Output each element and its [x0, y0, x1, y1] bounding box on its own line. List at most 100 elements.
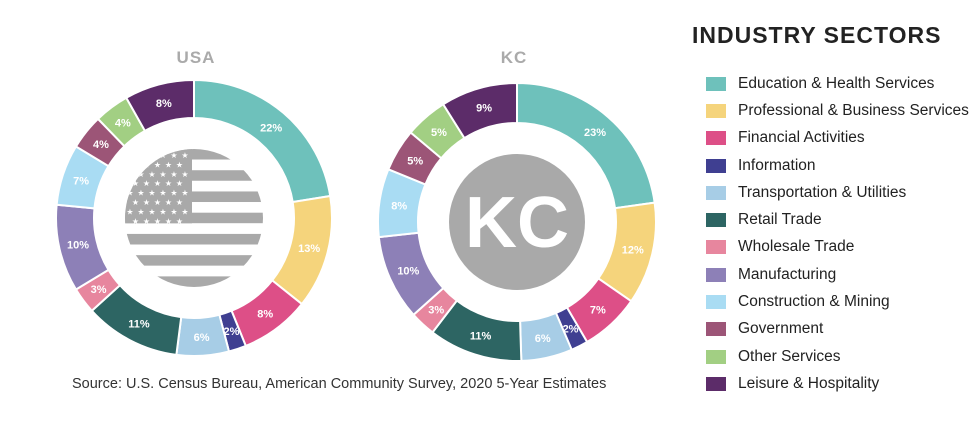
svg-text:★: ★ [154, 198, 161, 207]
legend-item: Construction & Mining [706, 288, 969, 315]
legend-label: Manufacturing [738, 265, 837, 283]
svg-text:★: ★ [159, 189, 166, 198]
legend-title: INDUSTRY SECTORS [692, 22, 942, 48]
source-note: Source: U.S. Census Bureau, American Com… [72, 376, 607, 392]
usa-slice-label: 4% [93, 139, 109, 151]
svg-text:★: ★ [137, 189, 144, 198]
usa-slice [124, 78, 195, 133]
svg-text:★: ★ [170, 189, 177, 198]
legend-item: Professional & Business Services [706, 97, 969, 124]
usa-slice-label: 2% [224, 326, 240, 338]
legend-label: Leisure & Hospitality [738, 374, 880, 392]
svg-text:★: ★ [137, 226, 144, 235]
kc-slice-label: 9% [476, 103, 492, 115]
kc-slice-label: 11% [470, 330, 492, 342]
kc-chart-title: KC [500, 48, 528, 67]
svg-text:★: ★ [148, 170, 155, 179]
legend-item: Government [706, 316, 969, 343]
legend-item: Manufacturing [706, 261, 969, 288]
legend-label: Financial Activities [738, 129, 865, 147]
usa-slice-label: 11% [128, 319, 150, 331]
usa-slice-label: 22% [260, 122, 282, 134]
svg-text:★: ★ [176, 160, 183, 169]
svg-text:★: ★ [154, 160, 161, 169]
svg-text:★: ★ [154, 217, 161, 226]
legend-swatch [706, 185, 726, 200]
legend-label: Transportation & Utilities [738, 183, 907, 201]
kc-slice-label: 23% [584, 127, 606, 139]
svg-text:★: ★ [176, 217, 183, 226]
kc-slice [441, 81, 518, 140]
legend-swatch [706, 267, 726, 282]
usa-slice-label: 10% [67, 239, 89, 251]
legend-swatch [706, 131, 726, 146]
usa-slice-label: 3% [91, 284, 107, 296]
kc-logo-text: KC [465, 183, 569, 263]
svg-text:★: ★ [165, 198, 172, 207]
legend-swatch [706, 295, 726, 310]
svg-text:★: ★ [181, 170, 188, 179]
legend-swatch [706, 213, 726, 228]
kc-slice-label: 7% [590, 304, 606, 316]
kc-slice-label: 6% [535, 333, 551, 345]
legend-swatch [706, 240, 726, 255]
svg-text:★: ★ [132, 198, 139, 207]
svg-text:★: ★ [148, 226, 155, 235]
legend-swatch [706, 103, 726, 118]
svg-text:★: ★ [132, 217, 139, 226]
svg-text:★: ★ [170, 226, 177, 235]
legend-label: Government [738, 320, 824, 338]
svg-text:★: ★ [181, 207, 188, 216]
svg-text:★: ★ [137, 207, 144, 216]
svg-text:★: ★ [165, 179, 172, 188]
svg-text:★: ★ [176, 198, 183, 207]
svg-text:★: ★ [143, 179, 150, 188]
kc-slice-label: 10% [397, 266, 419, 278]
usa-slice-label: 7% [73, 176, 89, 188]
svg-text:★: ★ [132, 179, 139, 188]
svg-text:★: ★ [143, 198, 150, 207]
svg-text:★: ★ [181, 151, 188, 160]
usa-slice-label: 4% [115, 118, 131, 130]
kc-slice-label: 2% [563, 323, 579, 335]
svg-text:★: ★ [143, 217, 150, 226]
svg-text:★: ★ [181, 189, 188, 198]
svg-text:★: ★ [165, 160, 172, 169]
svg-text:★: ★ [148, 189, 155, 198]
svg-text:★: ★ [170, 170, 177, 179]
legend-label: Information [738, 156, 816, 174]
svg-text:★: ★ [159, 226, 166, 235]
svg-text:★: ★ [126, 226, 133, 235]
legend-label: Professional & Business Services [738, 101, 969, 119]
legend-item: Wholesale Trade [706, 234, 969, 261]
legend-swatch [706, 322, 726, 337]
kc-slice-label: 5% [431, 127, 447, 139]
svg-text:★: ★ [154, 179, 161, 188]
kc-slice-label: 3% [428, 304, 444, 316]
svg-text:★: ★ [159, 170, 166, 179]
us-flag-icon: ★ ★ ★ ★ ★ ★★ ★ ★ ★ ★★ ★ ★ ★ ★ ★★ ★ ★ ★ ★★ ★ ★ ★ ★ ★★ ★ ★ ★ ★★ ★ ★ ★ ★ ★★… [125, 149, 263, 287]
legend-item: Information [706, 152, 969, 179]
legend-label: Retail Trade [738, 211, 822, 229]
legend-label: Construction & Mining [738, 293, 890, 311]
legend-item: Transportation & Utilities [706, 179, 969, 206]
usa-slice-label: 13% [298, 243, 320, 255]
legend: Education & Health Services Professional … [706, 70, 969, 398]
svg-text:★: ★ [170, 151, 177, 160]
usa-slice-label: 6% [194, 332, 210, 344]
legend-swatch [706, 376, 726, 391]
svg-text:★: ★ [159, 207, 166, 216]
svg-text:★: ★ [170, 207, 177, 216]
svg-text:★: ★ [176, 179, 183, 188]
kc-slice-label: 8% [391, 200, 407, 212]
kc-slice-label: 12% [622, 245, 644, 257]
legend-item: Other Services [706, 343, 969, 370]
svg-text:★: ★ [126, 189, 133, 198]
usa-slice-label: 8% [257, 308, 273, 320]
svg-text:★: ★ [165, 217, 172, 226]
svg-text:★: ★ [126, 207, 133, 216]
legend-item: Retail Trade [706, 206, 969, 233]
legend-swatch [706, 349, 726, 364]
